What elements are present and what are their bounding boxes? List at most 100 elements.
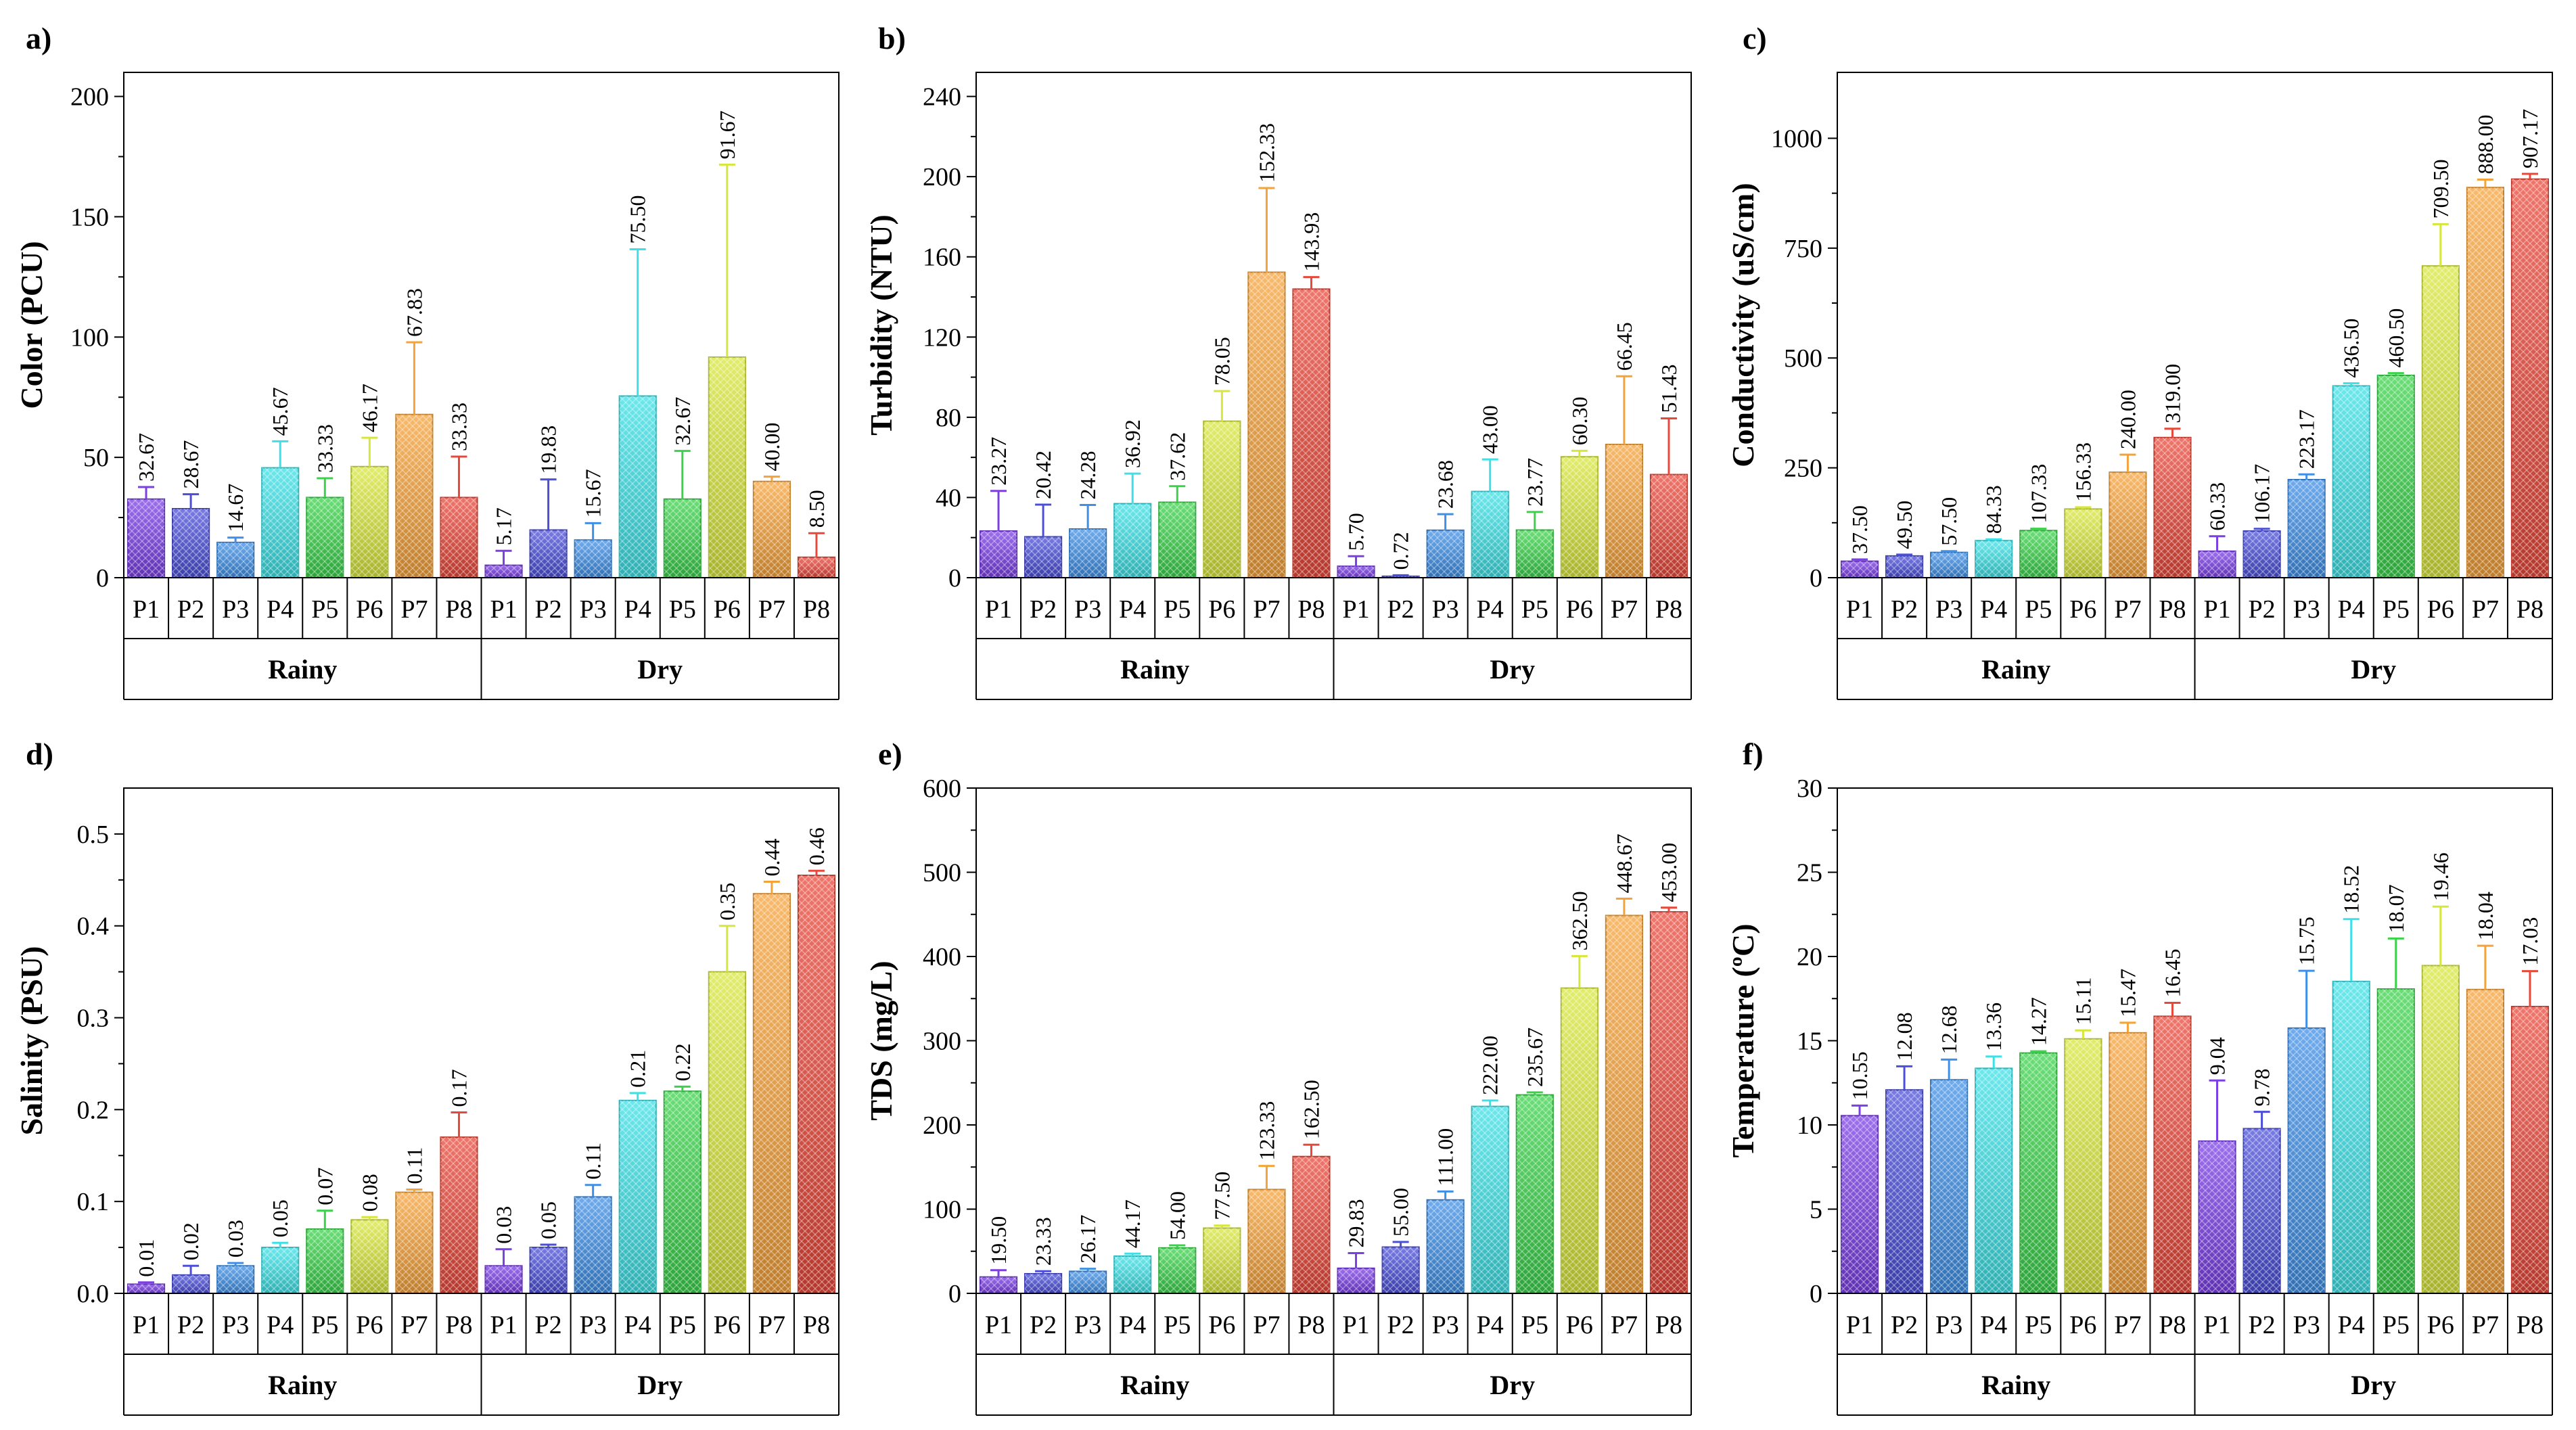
bar-dry-p8: 907.17: [2510, 109, 2550, 578]
data-label: 67.83: [402, 288, 426, 337]
category-label: P4: [2338, 1311, 2365, 1339]
bar-dry-p6: 0.35: [708, 883, 746, 1294]
data-label: 43.00: [1478, 405, 1502, 454]
category-label: P4: [1477, 1311, 1504, 1339]
bar-hatch: [980, 1276, 1017, 1293]
bar-hatch: [1975, 1068, 2013, 1293]
bar-dry-p1: 5.70: [1337, 513, 1375, 579]
bar-dry-p2: 9.78: [2242, 1069, 2281, 1295]
category-label: P3: [222, 595, 249, 624]
category-label: P3: [580, 595, 607, 624]
data-label: 15.75: [2295, 917, 2319, 965]
bar-rainy-p2: 0.02: [172, 1222, 210, 1294]
data-label: 28.67: [179, 440, 203, 489]
data-label: 29.83: [1344, 1199, 1368, 1247]
bar-hatch: [1114, 503, 1151, 578]
bar-hatch: [2020, 1053, 2057, 1293]
category-label: P1: [985, 595, 1012, 624]
category-label: P7: [1253, 1311, 1280, 1339]
y-tick-label: 25: [1797, 859, 1822, 887]
category-label: P8: [2159, 1311, 2186, 1339]
bar-hatch: [664, 499, 701, 578]
bar-hatch: [440, 1137, 478, 1293]
panel-letter: c): [1743, 21, 1767, 55]
data-label: 5.17: [492, 507, 516, 545]
bar-hatch: [2332, 981, 2370, 1293]
y-tick-label: 0.2: [77, 1096, 110, 1124]
y-tick-label: 200: [923, 1111, 961, 1140]
bar-dry-p7: 66.45: [1605, 322, 1643, 578]
category-label: P5: [2383, 595, 2410, 624]
category-label: P7: [2472, 1311, 2499, 1339]
data-label: 18.52: [2339, 865, 2364, 914]
bar-rainy-p2: 49.50: [1885, 501, 1924, 578]
data-label: 156.33: [2071, 442, 2095, 502]
data-label: 0.46: [804, 827, 829, 865]
bar-hatch: [1650, 474, 1688, 578]
data-label: 78.05: [1210, 337, 1234, 386]
bar-dry-p2: 55.00: [1381, 1188, 1420, 1295]
season-label: Dry: [1490, 1370, 1535, 1400]
data-label: 36.92: [1120, 419, 1145, 468]
category-label: P4: [267, 595, 294, 624]
bar-hatch: [1931, 1080, 1968, 1293]
season-label: Dry: [1490, 654, 1535, 685]
y-tick-label: 0.0: [77, 1280, 110, 1308]
bar-rainy-p1: 10.55: [1840, 1051, 1879, 1295]
bar-hatch: [2466, 187, 2504, 578]
bar-rainy-p3: 26.17: [1069, 1215, 1107, 1294]
panel-letter: b): [878, 21, 906, 55]
data-label: 0.22: [670, 1043, 695, 1081]
category-label: P6: [1208, 1311, 1235, 1339]
bar-rainy-p3: 24.28: [1069, 451, 1107, 579]
category-label: P4: [1477, 595, 1504, 624]
bar-hatch: [708, 356, 745, 578]
data-label: 235.67: [1523, 1028, 1547, 1087]
category-label: P2: [535, 1311, 562, 1339]
bar-rainy-p5: 37.62: [1158, 432, 1197, 579]
bar-rainy-p8: 162.50: [1292, 1080, 1331, 1294]
bar-dry-p1: 29.83: [1337, 1199, 1375, 1295]
y-axis-label: TDS (mg/L): [864, 961, 898, 1120]
bar-rainy-p5: 14.27: [2019, 997, 2058, 1294]
bar-hatch: [1841, 561, 1879, 578]
bar-hatch: [2154, 437, 2191, 578]
bar-hatch: [2243, 1128, 2280, 1293]
data-label: 26.17: [1076, 1215, 1100, 1264]
data-label: 33.33: [446, 402, 471, 451]
bar-hatch: [1293, 289, 1330, 578]
data-label: 162.50: [1299, 1080, 1323, 1139]
category-label: P1: [2203, 1311, 2230, 1339]
category-label: P2: [177, 595, 204, 624]
data-label: 66.45: [1612, 322, 1636, 371]
bar-dry-p8: 0.46: [797, 827, 836, 1294]
bar-dry-p6: 362.50: [1560, 891, 1598, 1294]
chart-panel-a: a) Color (PCU) 32.67 28.67 14.67 45.67 33.33 46…: [14, 21, 840, 700]
category-label: P8: [1655, 1311, 1682, 1339]
bar-rainy-p5: 0.07: [306, 1168, 344, 1294]
category-label: P8: [445, 1311, 472, 1339]
season-label: Rainy: [1120, 1370, 1189, 1400]
y-tick-label: 500: [1784, 344, 1822, 373]
category-label: P6: [1566, 1311, 1593, 1339]
y-tick-label: 1000: [1771, 124, 1822, 153]
y-axis-label: Color (PCU): [14, 241, 49, 409]
y-tick-label: 160: [923, 244, 961, 272]
data-label: 37.50: [1847, 505, 1872, 554]
data-label: 111.00: [1433, 1128, 1458, 1186]
bar-hatch: [2511, 1006, 2549, 1293]
data-label: 45.67: [268, 387, 292, 436]
bar-hatch: [1471, 1106, 1509, 1293]
bar-rainy-p7: 67.83: [395, 288, 434, 578]
bar-hatch: [2422, 965, 2459, 1293]
data-label: 14.27: [2026, 997, 2050, 1046]
bar-hatch: [574, 1197, 612, 1293]
category-label: P8: [2159, 595, 2186, 624]
data-label: 9.78: [2250, 1069, 2274, 1107]
data-label: 12.08: [1892, 1012, 1916, 1061]
category-label: P7: [758, 1311, 785, 1339]
category-label: P6: [356, 1311, 383, 1339]
data-label: 15.47: [2115, 969, 2140, 1017]
category-label: P1: [133, 1311, 160, 1339]
